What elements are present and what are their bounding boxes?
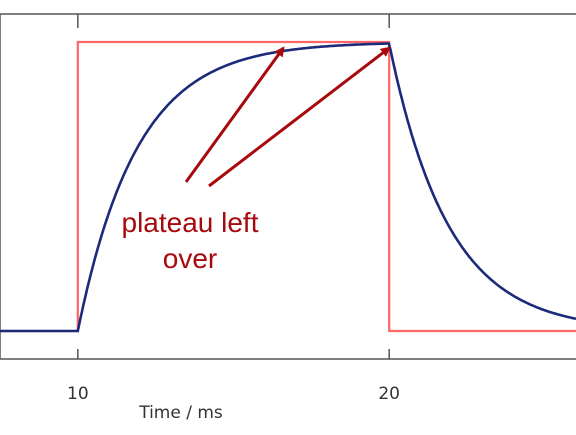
- top-ticks: [77, 14, 390, 28]
- annotation-line-2: over: [163, 243, 217, 274]
- plot-frame: [0, 13, 576, 360]
- series-response-line: [0, 42, 576, 333]
- bottom-ticks: [77, 349, 390, 359]
- annotation-arrow-2: [208, 46, 391, 188]
- x-axis-label: Time / ms: [138, 403, 223, 423]
- series-layer: [0, 40, 576, 333]
- annotation-line-1: plateau left: [122, 207, 259, 238]
- x-tick-label-1: 20: [378, 384, 400, 404]
- x-tick-label-0: 10: [67, 384, 89, 404]
- annotation-arrow-1: [184, 46, 285, 183]
- x-tick-labels: 10 20: [67, 384, 400, 404]
- annotation-group: plateau left over: [122, 46, 391, 274]
